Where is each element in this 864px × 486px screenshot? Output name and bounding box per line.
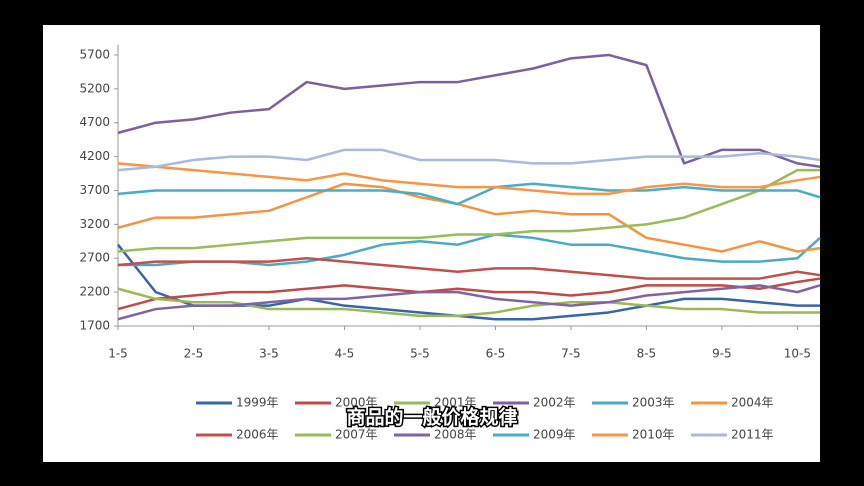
x-tick-label: 8-5 [637,347,657,361]
x-tick-label: 9-5 [712,347,732,361]
series-line [117,182,821,253]
series-line [117,168,820,253]
series-line [117,162,821,196]
series-line [117,284,821,321]
y-tick-label: 1700 [79,319,110,333]
y-tick-label: 4200 [79,149,110,163]
caption: 商品的一般价格规律 [346,406,517,429]
series-line [117,182,821,206]
x-tick-label: 6-5 [486,347,506,361]
legend-label: 2001年 [434,396,477,410]
y-tick-label: 3700 [79,183,110,197]
x-tick-label: 10-5 [784,347,811,361]
x-tick-label: 3-5 [259,347,279,361]
x-tick-label: 1-5 [108,347,128,361]
legend-label: 2008年 [434,428,477,442]
legend-label: 2007年 [335,428,378,442]
legend-label: 2003年 [632,396,675,410]
legend-label: 1999年 [236,396,279,410]
x-tick-label: 2-5 [184,347,204,361]
y-tick-label: 3200 [79,217,110,231]
series-line [117,277,821,311]
legend-label: 2006年 [236,428,279,442]
legend-label: 2010年 [632,428,675,442]
y-tick-label: 4700 [79,115,110,129]
legend-label: 2002年 [533,396,576,410]
x-tick-label: 4-5 [335,347,355,361]
series-line [117,256,821,280]
x-tick-label: 7-5 [561,347,581,361]
legend-label: 2000年 [335,396,378,410]
legend-label: 2011年 [731,428,774,442]
y-tick-label: 2700 [79,251,110,265]
x-tick-label: 5-5 [410,347,430,361]
series-line [117,53,821,169]
series-line [117,148,821,172]
legend-label: 2009年 [533,428,576,442]
y-tick-label: 5200 [79,81,110,95]
y-tick-label: 5700 [79,47,110,61]
series-line [117,287,820,318]
legend-label: 2004年 [731,396,774,410]
y-tick-label: 2200 [79,285,110,299]
